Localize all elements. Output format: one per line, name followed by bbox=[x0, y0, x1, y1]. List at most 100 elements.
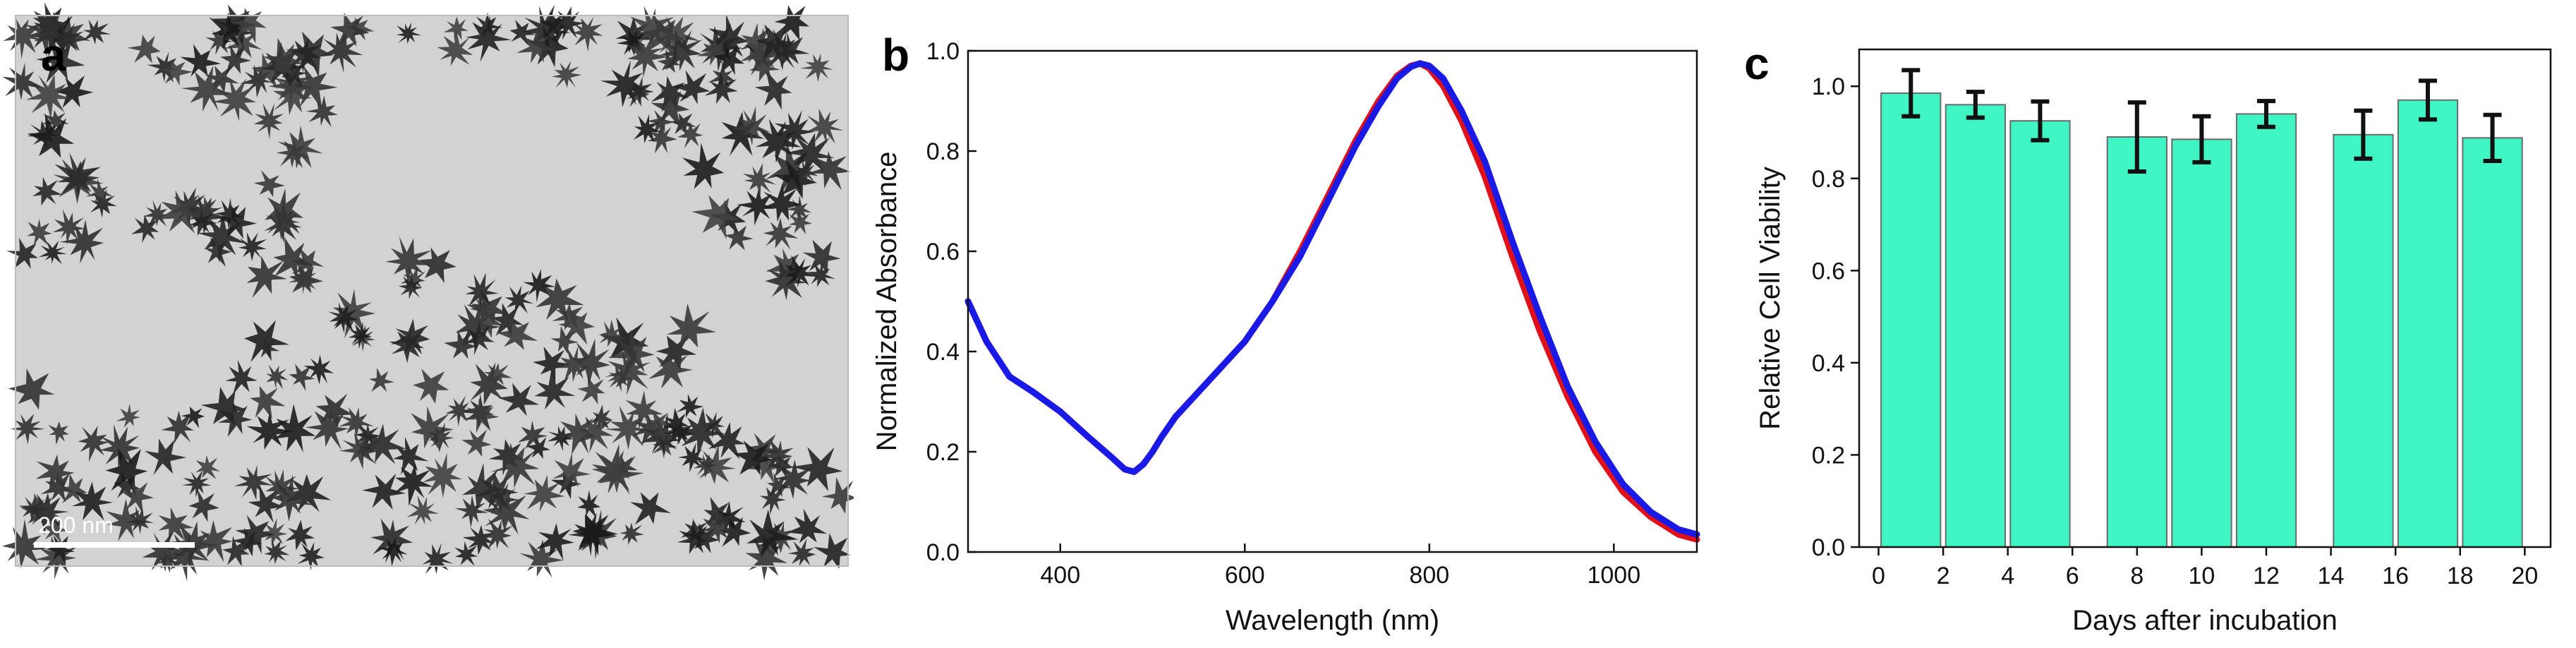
nanostar-particle bbox=[600, 60, 646, 107]
nanostar-particle bbox=[657, 49, 681, 73]
nanostar-particle bbox=[462, 398, 500, 433]
nanostar-particle bbox=[509, 20, 536, 46]
nanostar-particle bbox=[389, 328, 425, 364]
nanostar-particle bbox=[468, 302, 504, 338]
nanostar-particle bbox=[291, 246, 325, 276]
nanostar-particle bbox=[413, 368, 449, 404]
nanostar-particle bbox=[547, 426, 574, 451]
nanostar-particle bbox=[536, 278, 584, 323]
nanostar-particle bbox=[732, 106, 770, 146]
nanostar-particle bbox=[180, 44, 222, 77]
x-tick-label: 4 bbox=[2001, 563, 2014, 589]
nanostar-particle bbox=[483, 491, 530, 535]
nanostar-particle bbox=[454, 541, 478, 567]
nanostar-particle bbox=[32, 176, 63, 206]
nanostar-particle bbox=[443, 16, 468, 41]
nanostar-particle bbox=[2, 62, 43, 101]
nanostar-particle bbox=[270, 474, 313, 522]
x-axis-title: Wavelength (nm) bbox=[1226, 605, 1439, 636]
nanostar-particle bbox=[624, 32, 669, 78]
nanostar-particle bbox=[789, 208, 812, 234]
nanostar-particle bbox=[348, 321, 373, 349]
nanostar-particle bbox=[200, 387, 246, 426]
nanostar-particle bbox=[143, 200, 169, 227]
y-tick-label: 0.8 bbox=[926, 138, 960, 165]
nanostar-particle bbox=[651, 89, 690, 128]
nanostar-particle bbox=[398, 275, 422, 299]
x-tick-label: 400 bbox=[1040, 562, 1080, 589]
nanostar-particle bbox=[536, 523, 574, 560]
nanostar-particle bbox=[411, 406, 454, 452]
nanostar-particle bbox=[320, 30, 363, 73]
nanostar-particle bbox=[105, 448, 148, 496]
nanostar-particle bbox=[368, 368, 394, 392]
y-tick-label: 0.6 bbox=[1812, 258, 1845, 284]
nanostar-particle bbox=[768, 452, 794, 479]
bar bbox=[2397, 99, 2459, 548]
nanostar-particle bbox=[454, 495, 489, 528]
nanostar-particle bbox=[572, 16, 603, 52]
nanostar-particle bbox=[633, 114, 662, 144]
nanostar-particle bbox=[289, 364, 315, 391]
x-tick-label: 600 bbox=[1225, 562, 1265, 589]
nanostar-particle bbox=[802, 239, 841, 274]
nanostar-particle bbox=[246, 412, 294, 450]
bar bbox=[2462, 137, 2523, 548]
nanostar-particle bbox=[71, 481, 114, 521]
nanostar-particle bbox=[59, 220, 104, 264]
nanostar-particle bbox=[555, 345, 592, 383]
panel-c-viability-chart: c 0 2 4 6 8 10 12 14 16 18 20 0.0 0.2 0.4 0.6 0.8 1.0 Da… bbox=[1729, 0, 2576, 648]
nanostar-particle bbox=[465, 272, 499, 308]
viability-bars bbox=[1880, 68, 2523, 548]
nanostar-particle bbox=[306, 95, 338, 128]
nanostar-particle bbox=[701, 509, 737, 544]
nanostar-particle bbox=[264, 188, 304, 234]
nanostar-particle bbox=[516, 28, 556, 64]
nanostar-particle bbox=[158, 507, 194, 542]
nanostar-particle bbox=[26, 74, 73, 120]
nanostar-particle bbox=[161, 59, 193, 85]
series-line-red bbox=[965, 60, 1700, 543]
x-tick-label: 12 bbox=[2253, 563, 2280, 589]
nanostar-particle bbox=[524, 474, 565, 512]
nanostar-particle bbox=[281, 59, 308, 88]
nanostar-particle bbox=[445, 395, 474, 427]
nanostar-particle bbox=[576, 411, 614, 453]
y-tick-label: 0.6 bbox=[926, 239, 960, 265]
y-tick-label: 0.8 bbox=[1812, 166, 1845, 193]
nanostar-particle bbox=[266, 364, 289, 390]
nanostar-particle bbox=[552, 452, 591, 491]
nanostar-particle bbox=[6, 237, 39, 269]
nanostar-particle bbox=[262, 37, 304, 78]
nanostar-particle bbox=[533, 346, 572, 383]
nanostar-particle bbox=[755, 119, 802, 163]
nanostar-particle bbox=[551, 60, 582, 88]
tem-background bbox=[16, 16, 848, 566]
nanostar-particle bbox=[713, 500, 746, 537]
nanostar-particle bbox=[52, 209, 86, 245]
nanostar-particle bbox=[78, 426, 109, 462]
y-axis-title: Normalized Absorbance bbox=[871, 152, 902, 452]
nanostar-particle bbox=[181, 469, 212, 498]
nanostar-particle bbox=[116, 403, 140, 428]
nanostar-particle bbox=[462, 463, 504, 511]
nanostar-particle bbox=[277, 125, 323, 169]
nanostar-particle bbox=[41, 109, 69, 135]
nanostar-particle bbox=[718, 517, 751, 547]
nanostar-particle bbox=[244, 320, 289, 363]
nanostar-particle bbox=[483, 363, 512, 388]
nanostar-particle bbox=[677, 521, 709, 554]
nanostar-particle bbox=[131, 215, 159, 244]
x-tick-label: 10 bbox=[2189, 563, 2215, 589]
y-tick-label: 0.0 bbox=[1812, 534, 1845, 561]
bar bbox=[2106, 136, 2168, 548]
nanostar-particle bbox=[490, 442, 540, 488]
nanostar-particle bbox=[205, 26, 233, 55]
nanostar-particle bbox=[1, 519, 48, 569]
x-tick-label: 0 bbox=[1872, 563, 1885, 589]
y-tick-label: 1.0 bbox=[1812, 73, 1845, 100]
nanostar-particle bbox=[423, 452, 462, 498]
nanostar-particle bbox=[629, 6, 675, 49]
nanostar-particle bbox=[800, 53, 833, 82]
nanostar-particle bbox=[746, 448, 783, 485]
